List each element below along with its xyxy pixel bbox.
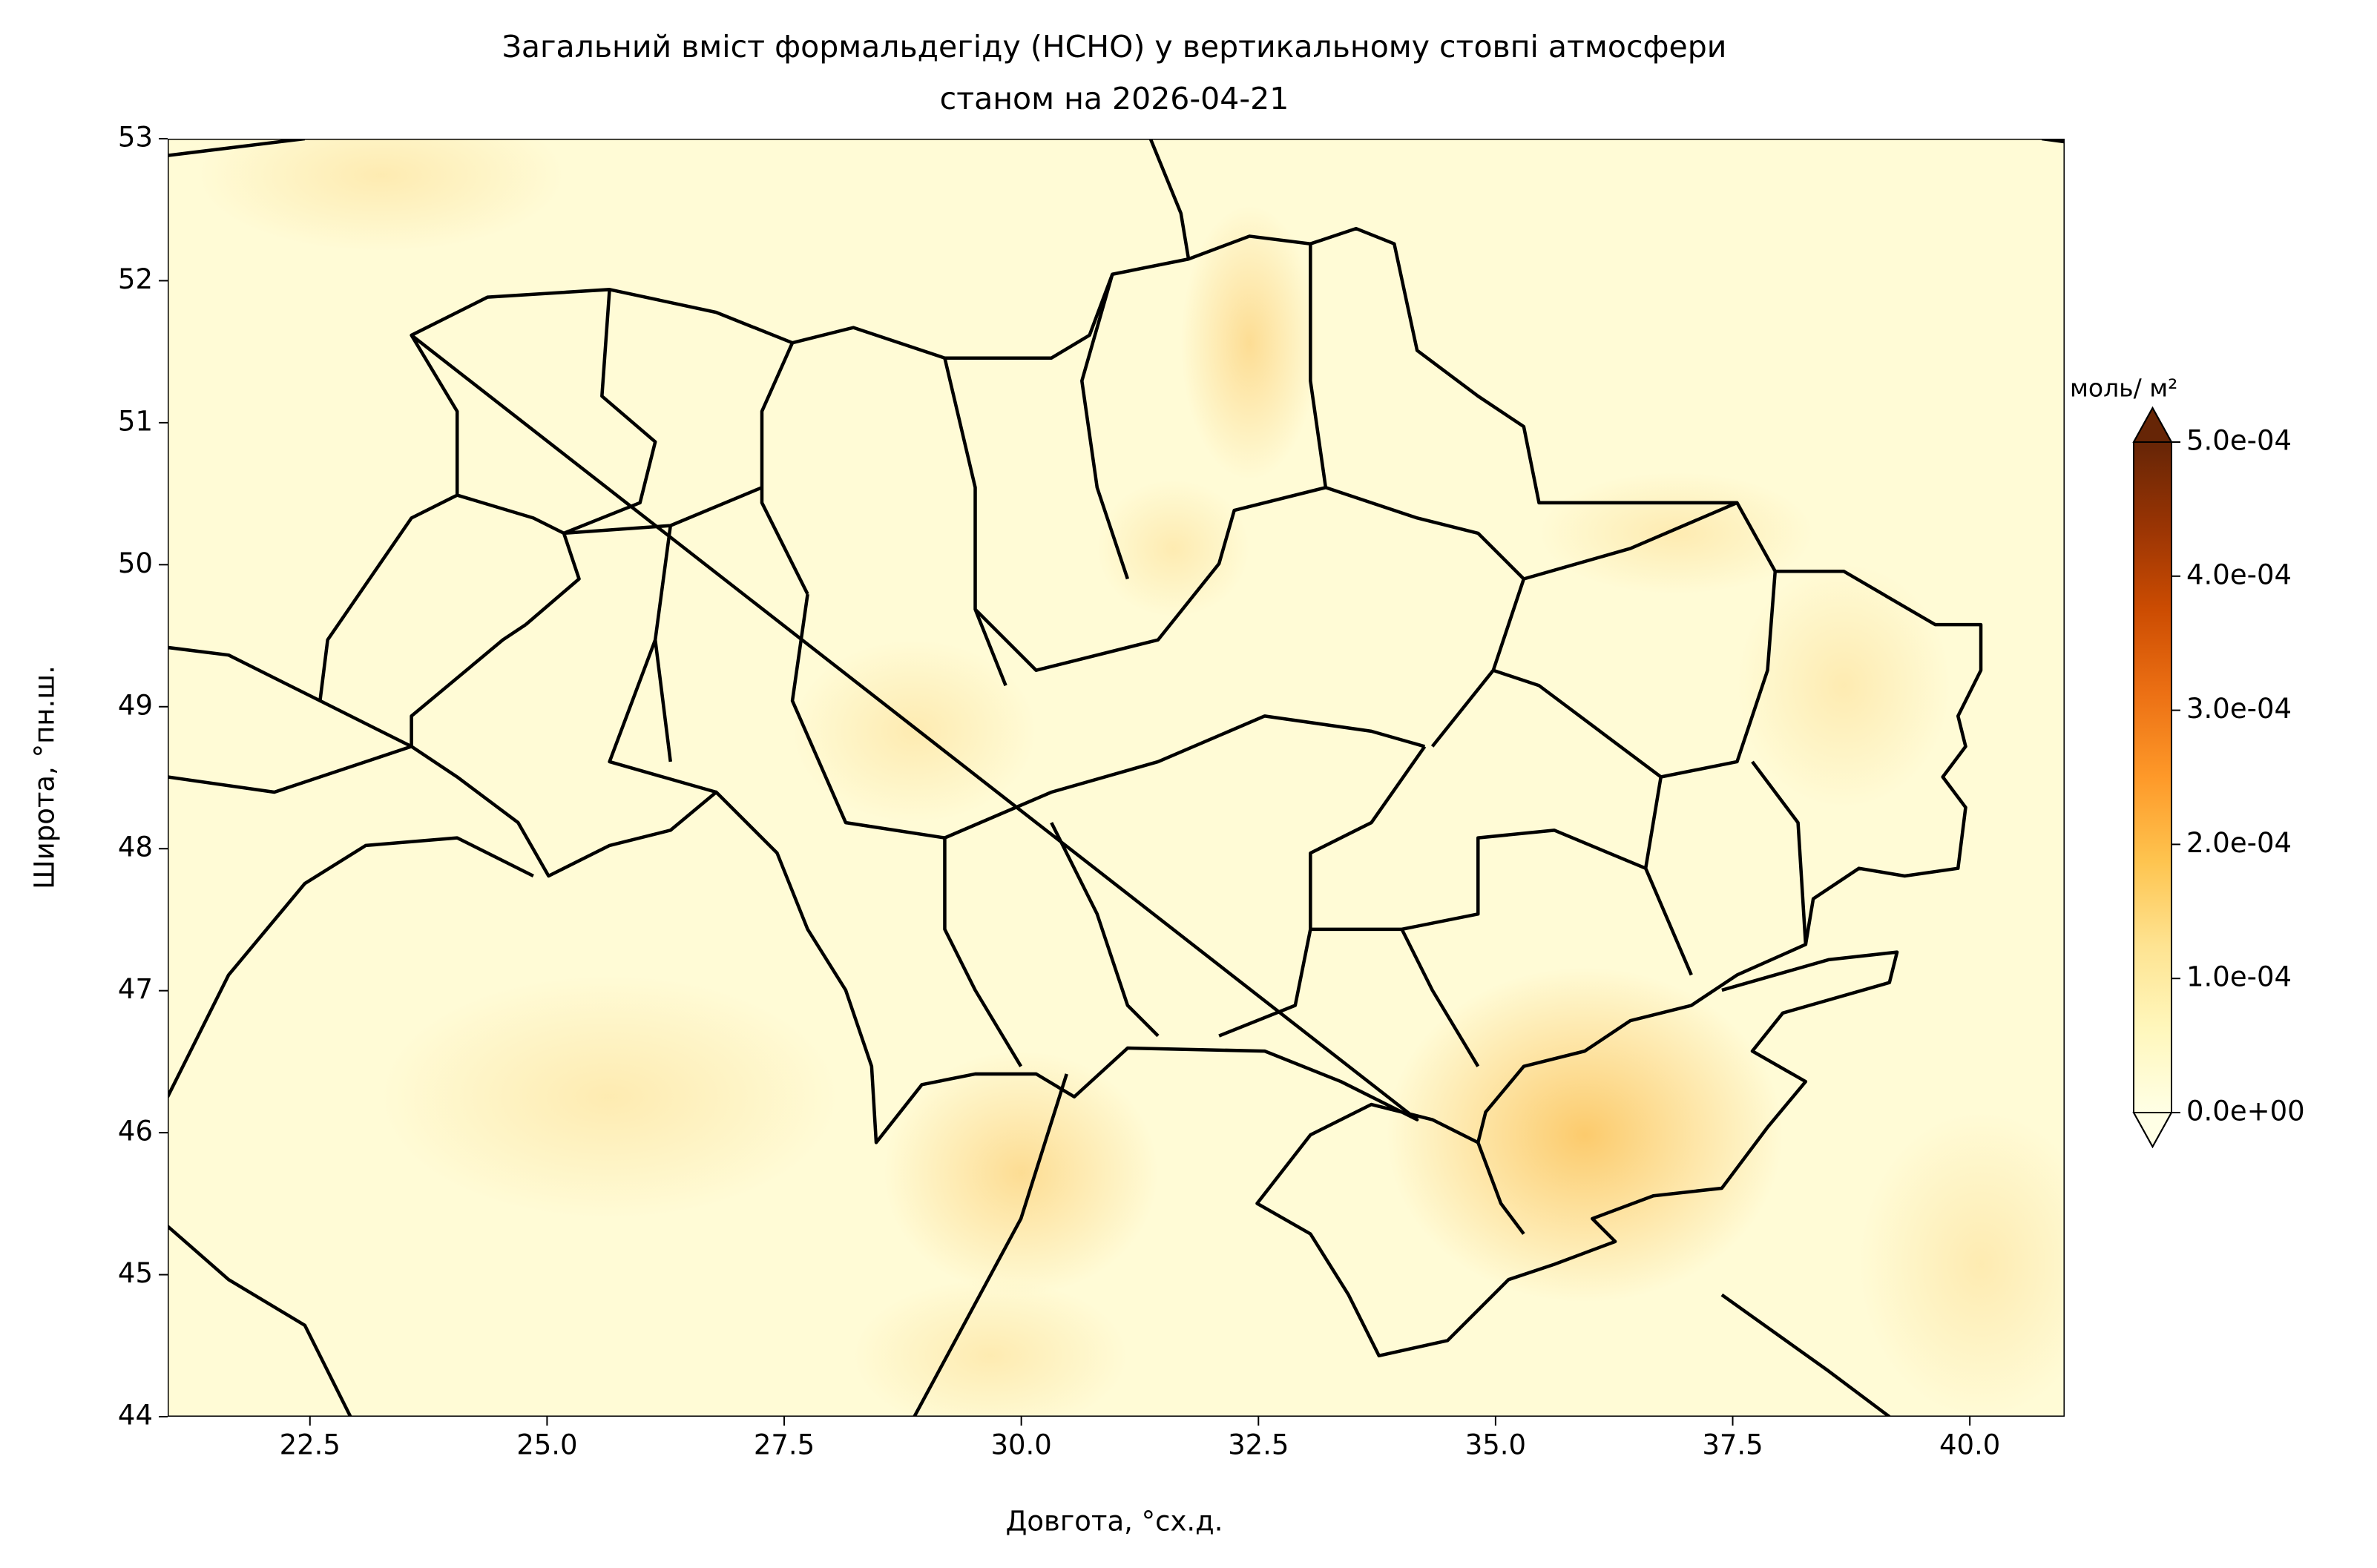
colorbar: моль/ м² 0.0e+00 1.0e-04 2.0e-04 3.0e-04 4.0… xyxy=(2070,374,2305,1149)
y-tick-label: 51 xyxy=(118,405,153,437)
borders xyxy=(168,139,2065,1417)
y-tick-label: 49 xyxy=(118,689,153,721)
colorbar-tick-label: 1.0e-04 xyxy=(2186,961,2292,993)
x-tick-label: 35.0 xyxy=(1465,1429,1526,1461)
colorbar-extend-min xyxy=(2132,1112,2173,1149)
x-tick-label: 37.5 xyxy=(1702,1429,1763,1461)
chart-subtitle: станом на 2026-04-21 xyxy=(940,81,1289,116)
x-tick-label: 27.5 xyxy=(754,1429,815,1461)
colorbar-tick-label: 5.0e-04 xyxy=(2186,425,2292,457)
y-tick-label: 50 xyxy=(118,547,153,579)
colorbar-tick-label: 3.0e-04 xyxy=(2186,693,2292,725)
colorbar-gradient xyxy=(2134,442,2171,1113)
x-tick-label: 22.5 xyxy=(280,1429,341,1461)
y-tick-label: 48 xyxy=(118,831,153,863)
y-axis-label: Широта, °пн.ш. xyxy=(29,665,61,889)
colorbar-tick-label: 2.0e-04 xyxy=(2186,827,2292,859)
y-tick-label: 45 xyxy=(118,1257,153,1289)
x-tick-label: 25.0 xyxy=(516,1429,577,1461)
y-tick-label: 47 xyxy=(118,973,153,1005)
y-tick-label: 46 xyxy=(118,1116,153,1147)
y-tick-label: 53 xyxy=(118,122,153,154)
x-tick-label: 40.0 xyxy=(1939,1429,2000,1461)
y-tick-label: 44 xyxy=(118,1400,153,1432)
map xyxy=(168,139,2065,1417)
colorbar-tick-label: 0.0e+00 xyxy=(2186,1096,2305,1127)
colorbar-extend-max xyxy=(2132,406,2173,443)
chart-title: Загальний вміст формальдегіду (HCHO) у в… xyxy=(502,29,1727,65)
colorbar-label: моль/ м² xyxy=(2070,374,2177,403)
x-tick-label: 32.5 xyxy=(1228,1429,1289,1461)
x-tick-label: 30.0 xyxy=(990,1429,1051,1461)
heatmap xyxy=(168,139,2065,1417)
x-axis-label: Довгота, °сх.д. xyxy=(1005,1506,1223,1538)
colorbar-tick-label: 4.0e-04 xyxy=(2186,559,2292,590)
y-tick-label: 52 xyxy=(118,263,153,295)
